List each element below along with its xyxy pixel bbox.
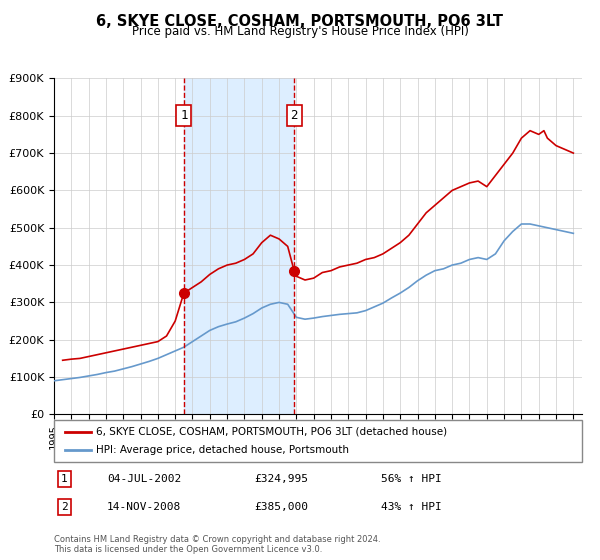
Bar	[184, 78, 294, 414]
Text: Price paid vs. HM Land Registry's House Price Index (HPI): Price paid vs. HM Land Registry's House …	[131, 25, 469, 38]
Text: £324,995: £324,995	[254, 474, 308, 484]
Text: 6, SKYE CLOSE, COSHAM, PORTSMOUTH, PO6 3LT (detached house): 6, SKYE CLOSE, COSHAM, PORTSMOUTH, PO6 3…	[96, 427, 448, 437]
Text: 43% ↑ HPI: 43% ↑ HPI	[382, 502, 442, 512]
Text: £385,000: £385,000	[254, 502, 308, 512]
Text: 56% ↑ HPI: 56% ↑ HPI	[382, 474, 442, 484]
Text: 1: 1	[61, 474, 68, 484]
Text: 14-NOV-2008: 14-NOV-2008	[107, 502, 181, 512]
Text: HPI: Average price, detached house, Portsmouth: HPI: Average price, detached house, Port…	[96, 445, 349, 455]
FancyBboxPatch shape	[54, 420, 582, 462]
Text: 1: 1	[180, 109, 188, 122]
Text: Contains HM Land Registry data © Crown copyright and database right 2024.
This d: Contains HM Land Registry data © Crown c…	[54, 535, 380, 554]
Text: 2: 2	[290, 109, 298, 122]
Text: 6, SKYE CLOSE, COSHAM, PORTSMOUTH, PO6 3LT: 6, SKYE CLOSE, COSHAM, PORTSMOUTH, PO6 3…	[97, 14, 503, 29]
Text: 04-JUL-2002: 04-JUL-2002	[107, 474, 181, 484]
Text: 2: 2	[61, 502, 68, 512]
